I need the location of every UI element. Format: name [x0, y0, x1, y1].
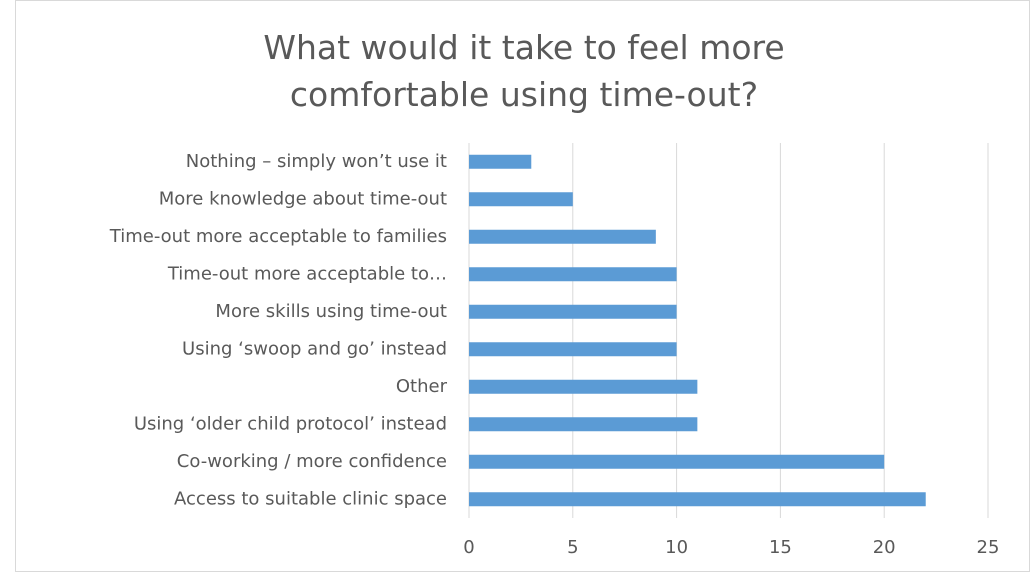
bar	[469, 154, 532, 169]
bar	[469, 267, 677, 282]
bar	[469, 454, 885, 469]
chart-title: What would it take to feel more comforta…	[263, 28, 785, 114]
y-tick-label: Using ‘older child protocol’ instead	[134, 413, 447, 434]
x-tick-label: 10	[665, 537, 688, 558]
y-tick-label: Time-out more acceptable to…	[167, 263, 447, 284]
y-tick-label: Using ‘swoop and go’ instead	[182, 338, 447, 359]
bar	[469, 417, 698, 432]
y-tick-label: Nothing – simply won’t use it	[186, 151, 447, 172]
x-tick-label: 5	[567, 537, 578, 558]
bar	[469, 492, 926, 507]
bar	[469, 379, 698, 394]
x-tick-label: 20	[873, 537, 896, 558]
y-tick-label: Other	[396, 376, 448, 397]
x-tick-label: 15	[769, 537, 792, 558]
y-tick-label: More knowledge about time-out	[159, 188, 447, 209]
y-tick-label: Access to suitable clinic space	[174, 488, 447, 509]
bar	[469, 342, 677, 357]
y-tick-label: More skills using time-out	[215, 301, 447, 322]
y-tick-label: Co-working / more confidence	[177, 451, 447, 472]
y-tick-label: Time-out more acceptable to families	[109, 226, 447, 247]
bar	[469, 304, 677, 319]
x-tick-label: 0	[463, 537, 474, 558]
bar	[469, 229, 656, 244]
bar	[469, 192, 573, 207]
x-tick-label: 25	[977, 537, 1000, 558]
